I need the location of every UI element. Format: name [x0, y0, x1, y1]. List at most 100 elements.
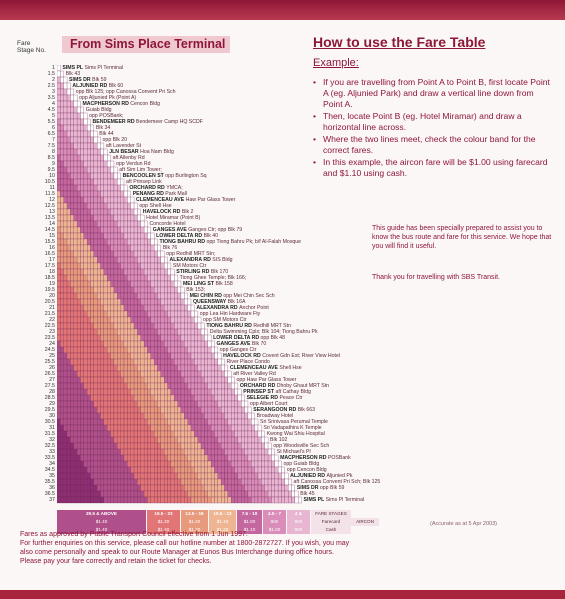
- fare-cell: [70, 142, 74, 150]
- fare-cell: [261, 436, 265, 444]
- fare-cell: [227, 388, 232, 396]
- fare-cell: [227, 478, 232, 486]
- fare-cell: [154, 394, 158, 402]
- fare-cell: [63, 220, 68, 228]
- fare-cell: [184, 358, 188, 366]
- fare-cell: [83, 394, 88, 402]
- fare-cell: [130, 418, 135, 426]
- fare-cell: [97, 292, 101, 300]
- legend-cell: $1.00: [263, 526, 286, 534]
- stop-name: SELEGIE RD Peace Ctr: [247, 395, 303, 401]
- fare-cell: [90, 196, 94, 204]
- fare-cell: [264, 448, 269, 456]
- fare-cell: [150, 364, 155, 372]
- fare-cell: [194, 472, 198, 480]
- fare-cell: [150, 322, 155, 330]
- fare-cell: [107, 484, 111, 492]
- fare-cell: [107, 472, 111, 480]
- fare-cell: [63, 286, 68, 294]
- fare-cell: [137, 238, 141, 246]
- fare-cell: [150, 382, 155, 390]
- fare-cell: [110, 340, 115, 348]
- fare-cell: [70, 436, 74, 444]
- fare-cell: [80, 424, 84, 432]
- fare-cell: [184, 424, 188, 432]
- fare-cell: [190, 370, 195, 378]
- fare-cell: [244, 400, 249, 408]
- fare-cell: [157, 376, 161, 384]
- fare-cell: [167, 364, 172, 372]
- fare-cell: [143, 250, 148, 258]
- fare-cell: [127, 310, 131, 318]
- fare-cell: [66, 478, 71, 486]
- fare-cell: [180, 496, 185, 504]
- fare-cell: [130, 412, 135, 420]
- fare-cell: [294, 490, 299, 498]
- fare-cell: [63, 346, 68, 354]
- fare-cell: [80, 298, 84, 306]
- fare-cell: [247, 442, 252, 450]
- fare-cell: [180, 292, 185, 300]
- fare-cell: [137, 346, 141, 354]
- fare-cell: [277, 460, 282, 468]
- fare-cell: [184, 364, 188, 372]
- fare-cell: [184, 382, 188, 390]
- fare-cell: [244, 406, 249, 414]
- fare-stage-number: 2: [52, 77, 55, 83]
- fare-cell: [117, 448, 121, 456]
- fare-cell: [164, 484, 168, 492]
- fare-cell: [140, 370, 145, 378]
- fare-cell: [120, 424, 125, 432]
- fare-cell: [140, 226, 145, 234]
- fare-cell: [170, 358, 175, 366]
- stop-name: aft Canossa Convent Pri Sch; Blk 125: [294, 479, 381, 485]
- stop-road: MACPHERSON RD: [82, 101, 131, 107]
- fare-cell: [63, 100, 68, 108]
- fare-cell: [127, 358, 131, 366]
- fare-cell: [113, 328, 118, 336]
- fare-cell: [57, 65, 61, 72]
- fare-cell: [150, 280, 155, 288]
- fare-cell: [123, 484, 128, 492]
- fare-cell: [80, 118, 84, 126]
- fare-cell: [107, 364, 111, 372]
- fare-cell: [127, 346, 131, 354]
- fare-cell: [117, 346, 121, 354]
- fare-cell: [210, 352, 215, 360]
- stop-road: SELEGIE RD: [246, 395, 280, 401]
- fare-cell: [70, 130, 74, 138]
- fare-cell: [130, 280, 135, 288]
- fare-cell: [214, 406, 218, 414]
- fare-cell: [107, 346, 111, 354]
- fare-cell: [251, 466, 255, 474]
- fare-cell: [210, 466, 215, 474]
- fare-cell: [70, 472, 74, 480]
- fare-cell: [103, 448, 108, 456]
- fare-cell: [123, 412, 128, 420]
- fare-cell: [63, 112, 68, 120]
- stop-detail: SM Motors Ctr: [172, 263, 207, 269]
- fare-cell: [133, 424, 138, 432]
- fare-cell: [76, 184, 81, 192]
- fare-cell: [154, 322, 158, 330]
- fare-cell: [143, 262, 148, 270]
- fare-cell: [123, 286, 128, 294]
- fare-cell: [164, 328, 168, 336]
- fare-cell: [63, 304, 68, 312]
- fare-cell: [63, 406, 68, 414]
- fare-cell: [110, 376, 115, 384]
- fare-cell: [133, 490, 138, 498]
- fare-cell: [57, 292, 61, 300]
- fare-cell: [103, 280, 108, 288]
- fare-cell: [214, 496, 218, 504]
- fare-cell: [73, 496, 78, 504]
- fare-cell: [237, 472, 242, 480]
- fare-cell: [170, 382, 175, 390]
- fare-cell: [127, 274, 131, 282]
- fare-cell: [110, 448, 115, 456]
- fare-cell: [66, 178, 71, 186]
- fare-cell: [100, 172, 105, 180]
- fare-cell: [117, 358, 121, 366]
- fare-cell: [197, 334, 202, 342]
- fare-cell: [150, 286, 155, 294]
